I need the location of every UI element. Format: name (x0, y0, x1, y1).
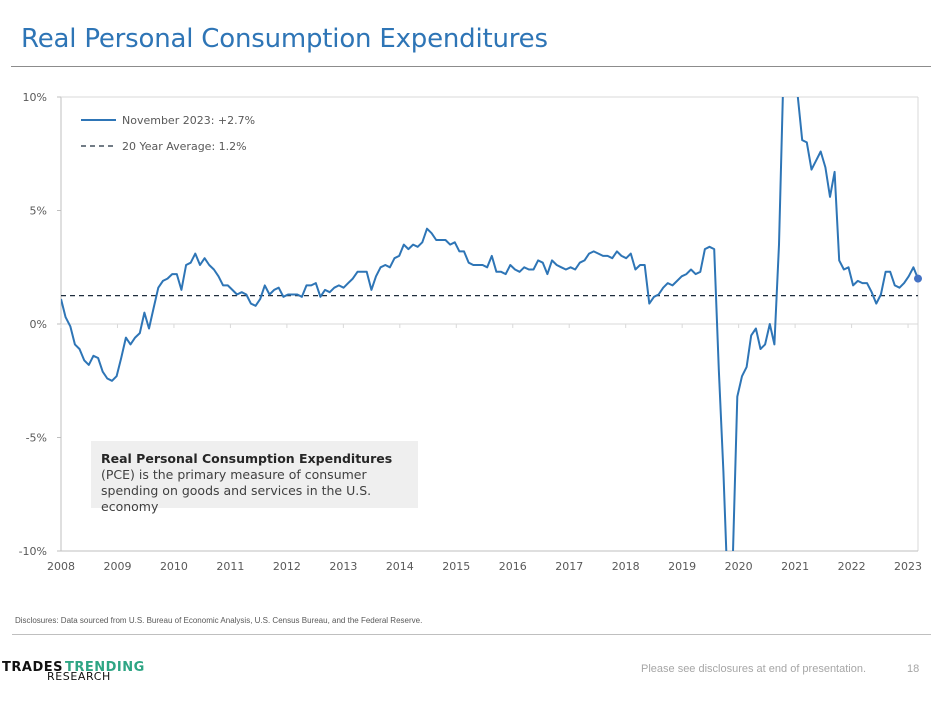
chart-legend: November 2023: +2.7% 20 Year Average: 1.… (81, 114, 255, 153)
pce-line-chart: 10%5%0%-5%-10% 2008 2009 2010 2011 2012 2013 2… (19, 91, 922, 573)
footer-disclosure-note: Please see disclosures at end of present… (641, 663, 867, 675)
x-tick-label: 2008 (47, 560, 75, 573)
y-axis-ticks: 10% 5% 0% -5% -10% (19, 91, 61, 558)
x-tick-label: 2016 (499, 560, 527, 573)
legend-label-series: November 2023: +2.7% (122, 114, 255, 127)
y-tick-label: 5% (30, 205, 47, 218)
callout-bold-term: Real Personal Consumption Expenditures (101, 451, 393, 466)
footer-divider (12, 634, 931, 635)
x-axis-ticks: 2008 2009 2010 2011 2012 2013 2014 2015 2016 2017… (47, 324, 922, 573)
x-tick-label: 2018 (612, 560, 640, 573)
x-tick-label: 2015 (442, 560, 470, 573)
chart-axes (60, 96, 919, 552)
x-tick-label: 2022 (838, 560, 866, 573)
x-tick-label: 2012 (273, 560, 301, 573)
title-divider (11, 66, 931, 67)
legend-label-average: 20 Year Average: 1.2% (122, 140, 247, 153)
y-tick-label: 0% (30, 318, 47, 331)
x-tick-label: 2020 (725, 560, 753, 573)
x-tick-label: 2013 (329, 560, 357, 573)
page-number: 18 (907, 663, 920, 675)
logo-word-trending: TRENDING (64, 660, 145, 675)
last-point-marker (914, 274, 922, 283)
logo-word-trades: TRADES (2, 660, 63, 675)
company-logo: TRADES TRENDING RESEARCH (2, 656, 145, 683)
x-tick-label: 2019 (668, 560, 696, 573)
callout-text: Real Personal Consumption Expenditures (… (101, 451, 418, 515)
x-tick-label: 2017 (555, 560, 583, 573)
x-tick-label: 2023 (894, 560, 922, 573)
y-tick-label: -5% (26, 432, 47, 445)
x-tick-label: 2011 (216, 560, 244, 573)
x-tick-label: 2021 (781, 560, 809, 573)
pce-definition-callout: Real Personal Consumption Expenditures (… (91, 441, 418, 514)
x-tick-label: 2009 (103, 560, 131, 573)
logo-word-research: RESEARCH (47, 670, 111, 683)
x-tick-label: 2010 (160, 560, 188, 573)
data-disclosure: Disclosures: Data sourced from U.S. Bure… (15, 616, 423, 625)
page-title: Real Personal Consumption Expenditures (21, 24, 548, 54)
y-tick-label: -10% (19, 545, 47, 558)
x-tick-label: 2014 (386, 560, 414, 573)
series-line-pce (61, 97, 918, 551)
callout-description: (PCE) is the primary measure of consumer… (101, 467, 372, 514)
y-tick-label: 10% (23, 91, 47, 104)
